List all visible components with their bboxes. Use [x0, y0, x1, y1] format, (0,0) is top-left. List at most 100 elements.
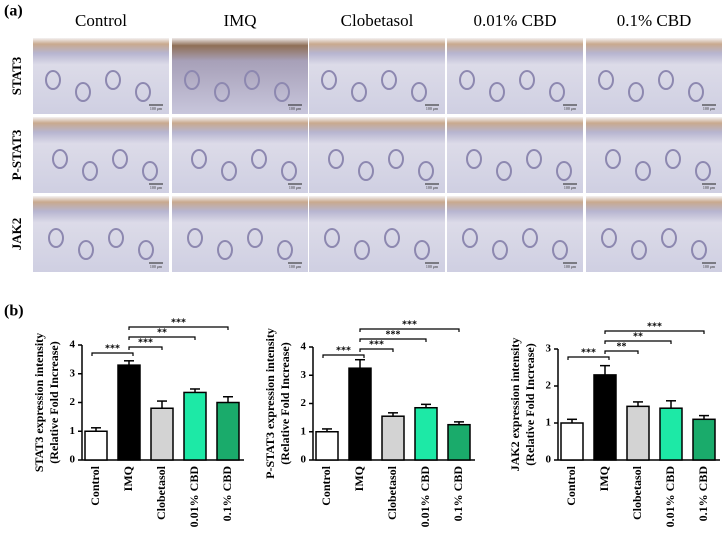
scale-bar-label: 100 μm	[564, 106, 577, 111]
follicle	[695, 161, 711, 181]
y-tick-label: 3	[546, 343, 552, 355]
significance-bracket	[128, 326, 229, 330]
follicle	[217, 240, 233, 260]
bar	[692, 418, 716, 461]
scale-bar-label: 100 μm	[289, 106, 302, 111]
scale-bar-label: 100 μm	[150, 106, 163, 111]
micrograph	[309, 38, 445, 114]
significance-bracket	[359, 348, 394, 352]
follicle	[388, 149, 404, 169]
follicle	[251, 149, 267, 169]
x-tick-label: Control	[319, 465, 333, 505]
significance-label: ***	[171, 317, 186, 328]
follicle	[381, 70, 397, 90]
follicle	[601, 228, 617, 248]
follicle	[552, 240, 568, 260]
scale-bar-label: 100 μm	[150, 264, 163, 269]
scale-bar-label: 100 μm	[426, 106, 439, 111]
significance-bracket	[359, 338, 427, 342]
scale-bar-label: 100 μm	[289, 185, 302, 190]
micrograph	[172, 196, 308, 272]
scale-bar-label: 100 μm	[703, 106, 716, 111]
significance-label: **	[633, 331, 643, 342]
row-label: P-STAT3	[9, 129, 24, 180]
bar	[626, 405, 650, 461]
follicle	[354, 240, 370, 260]
micrograph	[586, 117, 722, 193]
significance-label: ***	[647, 321, 662, 332]
micrograph	[586, 38, 722, 114]
follicle	[187, 228, 203, 248]
bar	[381, 415, 405, 461]
x-tick-label: 0.1% CBD	[451, 466, 465, 522]
y-tick-label: 1	[301, 425, 307, 437]
row-label: JAK2	[9, 218, 24, 251]
follicle	[138, 240, 154, 260]
follicle	[661, 228, 677, 248]
micrograph	[309, 196, 445, 272]
micrograph	[309, 117, 445, 193]
follicle	[489, 82, 505, 102]
follicle	[78, 240, 94, 260]
follicle	[108, 228, 124, 248]
micrograph	[33, 38, 169, 114]
significance-label: ***	[402, 319, 417, 330]
follicle	[82, 161, 98, 181]
follicle	[459, 70, 475, 90]
y-tick-label: 1	[546, 417, 552, 429]
follicle	[221, 161, 237, 181]
bar	[84, 430, 108, 461]
follicle	[492, 240, 508, 260]
column-label: IMQ	[223, 11, 256, 30]
follicle	[45, 70, 61, 90]
significance-bracket	[567, 356, 610, 360]
follicle	[466, 149, 482, 169]
follicle	[556, 161, 572, 181]
scale-bar-label: 100 μm	[564, 185, 577, 190]
bar	[560, 422, 584, 461]
follicle	[658, 70, 674, 90]
micrograph	[33, 117, 169, 193]
significance-label: ***	[336, 345, 351, 356]
panel-label: (a)	[4, 3, 23, 20]
follicle	[328, 149, 344, 169]
micrograph	[586, 196, 722, 272]
significance-bracket	[91, 352, 134, 356]
significance-label: **	[617, 341, 627, 352]
significance-label: ***	[386, 329, 401, 340]
scale-bar-label: 100 μm	[564, 264, 577, 269]
x-tick-label: Control	[564, 465, 578, 505]
scale-bar-label: 100 μm	[426, 264, 439, 269]
significance-bracket	[322, 354, 365, 358]
column-label: 0.1% CBD	[617, 11, 692, 30]
follicle	[142, 161, 158, 181]
follicle	[191, 149, 207, 169]
y-axis-label: (Relative Fold Increase)	[278, 342, 292, 464]
micrograph	[447, 38, 583, 114]
y-tick-label: 2	[301, 397, 307, 409]
follicle	[52, 149, 68, 169]
y-tick-label: 2	[70, 396, 76, 408]
follicle	[598, 70, 614, 90]
significance-bracket	[359, 328, 460, 332]
scale-bar-label: 100 μm	[150, 185, 163, 190]
follicle	[691, 240, 707, 260]
significance-bracket	[128, 346, 163, 350]
significance-label: ***	[105, 343, 120, 354]
x-tick-label: IMQ	[121, 466, 135, 491]
micrograph	[447, 117, 583, 193]
significance-label: ***	[581, 347, 596, 358]
follicle	[414, 240, 430, 260]
bar	[183, 391, 207, 461]
follicle	[665, 149, 681, 169]
significance-bracket	[604, 340, 672, 344]
significance-bracket	[128, 336, 196, 340]
significance-label: **	[157, 327, 167, 338]
micrograph	[447, 196, 583, 272]
bar	[150, 407, 174, 461]
y-axis-label: STAT3 expression intensity	[32, 333, 46, 472]
y-tick-label: 4	[70, 339, 76, 351]
follicle	[48, 228, 64, 248]
follicle	[351, 82, 367, 102]
y-tick-label: 0	[301, 454, 307, 466]
